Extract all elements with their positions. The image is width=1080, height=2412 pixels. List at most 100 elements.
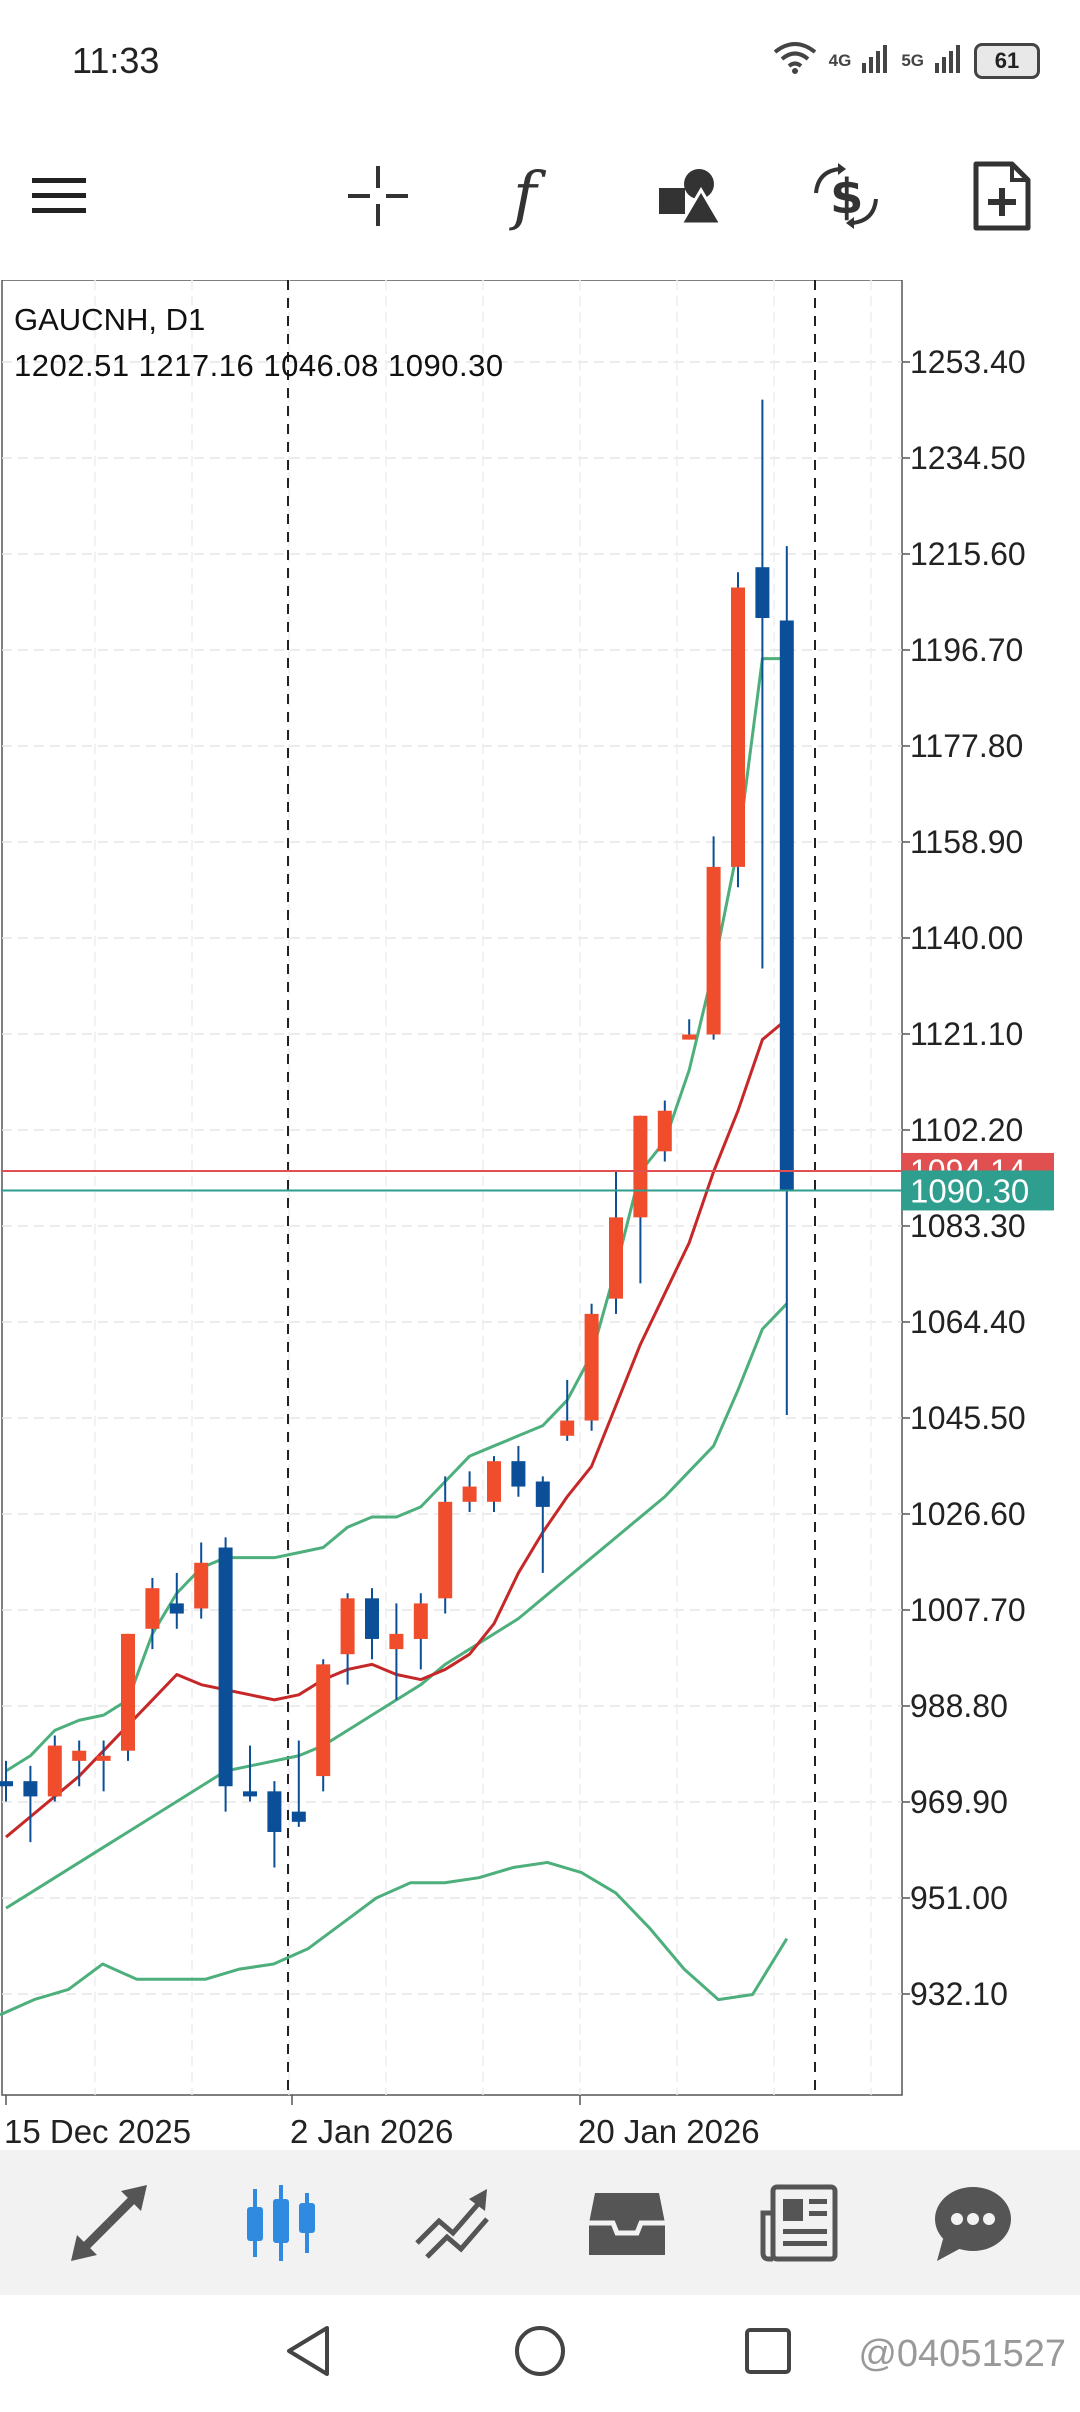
price-label: 1215.60	[910, 536, 1026, 572]
network-label-2: 5G	[901, 50, 924, 70]
price-label: 951.00	[910, 1880, 1008, 1916]
indicators-button[interactable]: f	[494, 159, 570, 236]
status-icons: 4G 5G 61	[771, 40, 1040, 81]
candle-body	[365, 1598, 379, 1639]
chart-ohlc: 1202.51 1217.16 1046.08 1090.30	[14, 348, 504, 383]
trade-icon	[413, 2183, 493, 2268]
candle-body	[169, 1603, 184, 1614]
candle-body	[487, 1461, 501, 1502]
news-icon	[759, 2183, 839, 2268]
recents-square-icon	[743, 2326, 793, 2381]
signal-icon	[861, 43, 891, 78]
candle-body	[584, 1313, 599, 1421]
battery-icon: 61	[974, 42, 1040, 79]
price-label: 932.10	[910, 1976, 1008, 2012]
objects-button[interactable]	[652, 160, 728, 236]
price-label: 1121.10	[910, 1016, 1023, 1052]
recents-button[interactable]	[738, 2323, 798, 2383]
candle-body	[706, 866, 721, 1035]
status-time: 11:33	[72, 40, 160, 81]
plot-frame	[1, 280, 903, 2096]
nav-news[interactable]	[754, 2180, 844, 2270]
price-label: 988.80	[910, 1688, 1008, 1724]
current-price-label: 1090.30	[910, 1172, 1029, 1209]
home-button[interactable]	[510, 2323, 570, 2383]
candle-body	[682, 1034, 697, 1040]
candle-body	[462, 1486, 477, 1502]
date-label: 2 Jan 2026	[290, 2113, 453, 2150]
price-label: 1026.60	[910, 1496, 1026, 1532]
candle-body	[243, 1791, 257, 1797]
menu-button[interactable]	[22, 160, 98, 236]
candle-body	[121, 1633, 135, 1751]
bottom-navigation	[0, 2150, 1080, 2295]
chart-canvas[interactable]: 1253.40 1234.50 1215.60 1196.70 1177.80 1158.…	[0, 280, 1080, 2160]
price-label: 1140.00	[910, 920, 1023, 956]
candle-body	[609, 1217, 623, 1299]
candle-body	[267, 1791, 282, 1832]
history-icon	[587, 2183, 667, 2268]
current-price-tag	[902, 1170, 1054, 1211]
objects-icon	[657, 166, 724, 231]
candle-body	[560, 1420, 575, 1436]
oscillator-line	[0, 1860, 789, 2017]
candle-body	[218, 1547, 233, 1787]
candle-body	[438, 1501, 453, 1599]
price-label: 1045.50	[910, 1400, 1026, 1436]
svg-text:$: $	[830, 169, 863, 225]
candle-body	[657, 1110, 672, 1152]
candle-body	[145, 1588, 160, 1629]
watermark: @04051527	[858, 2333, 1066, 2375]
upper-band-line	[5, 657, 787, 1773]
nav-quotes[interactable]	[64, 2180, 154, 2270]
candle-body	[413, 1603, 428, 1639]
nav-history[interactable]	[582, 2180, 672, 2270]
candle-body	[47, 1745, 62, 1797]
back-button[interactable]	[278, 2323, 338, 2383]
nav-chat[interactable]	[928, 2180, 1018, 2270]
indicator-f-icon: f	[507, 159, 557, 236]
price-label: 1196.70	[910, 632, 1023, 668]
price-label: 1102.20	[910, 1112, 1023, 1148]
price-label: 1177.80	[910, 728, 1023, 764]
chart-symbol: GAUCNH, D1	[14, 302, 206, 337]
candle-body	[731, 587, 745, 867]
back-triangle-icon	[283, 2324, 333, 2383]
candle-body	[0, 1781, 13, 1787]
nav-trade[interactable]	[408, 2180, 498, 2270]
svg-text:f: f	[509, 161, 547, 231]
candle-body	[72, 1750, 87, 1761]
price-label: 1007.70	[910, 1592, 1026, 1628]
home-circle-icon	[513, 2324, 567, 2383]
nav-chart[interactable]	[236, 2180, 326, 2270]
candle-body	[535, 1481, 550, 1507]
candle-body	[389, 1633, 404, 1650]
system-navigation: @04051527	[0, 2295, 1080, 2412]
price-label: 1064.40	[910, 1304, 1026, 1340]
candle-body	[194, 1562, 209, 1609]
currency-exchange-icon: $	[810, 162, 882, 234]
candle-body	[96, 1755, 111, 1761]
currency-button[interactable]: $	[808, 160, 884, 236]
price-chart[interactable]: 1253.40 1234.50 1215.60 1196.70 1177.80 1158.…	[0, 280, 1080, 2160]
price-label: 969.90	[910, 1784, 1008, 1820]
candle-body	[23, 1781, 38, 1797]
quotes-icon	[69, 2183, 149, 2268]
candle-body	[291, 1811, 306, 1822]
new-order-button[interactable]	[964, 160, 1040, 236]
crosshair-button[interactable]	[340, 160, 416, 236]
price-label: 1083.30	[910, 1208, 1026, 1244]
network-label-1: 4G	[828, 50, 852, 70]
candle-body	[755, 567, 770, 618]
crosshair-icon	[346, 164, 410, 233]
price-label: 1234.50	[910, 440, 1026, 476]
price-label: 1253.40	[910, 344, 1026, 380]
candle-body	[633, 1115, 648, 1218]
chart-toolbar: f $	[0, 140, 1080, 250]
status-bar: 11:33 4G 5G 61	[0, 0, 1080, 125]
candle-body	[340, 1598, 355, 1655]
chart-icon	[241, 2183, 321, 2268]
chat-icon	[933, 2183, 1013, 2268]
candle-body	[779, 620, 794, 1191]
menu-icon	[30, 174, 90, 223]
